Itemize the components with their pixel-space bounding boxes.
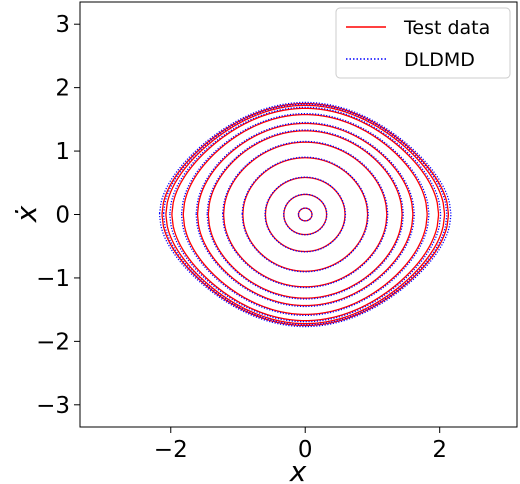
test-data-orbit-9 — [165, 104, 446, 325]
dldmd-orbit-7 — [180, 112, 430, 317]
legend-label-dldmd: DLDMD — [404, 49, 475, 71]
legend-label-test-data: Test data — [403, 17, 490, 39]
dldmd-orbit-10 — [158, 101, 452, 328]
y-axis-label: ẋ — [10, 205, 43, 223]
y-tick-label: 1 — [55, 139, 70, 165]
y-tick-label: −2 — [36, 329, 70, 355]
legend-box — [335, 7, 511, 79]
dldmd-orbit-3 — [241, 156, 369, 273]
test-data-orbit-8 — [171, 107, 440, 322]
dldmd-orbit-9 — [163, 103, 448, 326]
y-tick-label: 0 — [55, 203, 70, 229]
legend: Test data DLDMD — [335, 7, 511, 79]
x-tick-label: 2 — [432, 437, 447, 463]
orbit-curves — [158, 101, 452, 328]
test-data-orbit-5 — [207, 130, 403, 299]
dldmd-orbit-8 — [169, 106, 442, 323]
test-data-orbit-4 — [223, 141, 388, 288]
x-tick-label: −2 — [154, 437, 188, 463]
test-data-orbit-10 — [161, 102, 450, 327]
y-axis-ticks: −3 −2 −1 0 1 2 3 — [36, 12, 80, 419]
test-data-orbit-2 — [264, 176, 346, 253]
x-axis-label: x — [289, 455, 307, 484]
y-tick-label: 3 — [55, 12, 70, 38]
y-tick-label: 2 — [55, 76, 70, 102]
dldmd-orbit-1 — [283, 193, 328, 236]
dldmd-orbit-0 — [297, 207, 313, 222]
x-tick-label: 0 — [298, 437, 313, 463]
test-data-orbit-7 — [182, 113, 428, 316]
dldmd-orbit-4 — [222, 140, 389, 289]
dldmd-orbit-6 — [195, 121, 415, 308]
y-tick-label: −1 — [36, 266, 70, 292]
x-axis-ticks: −2 0 2 — [154, 427, 447, 463]
test-data-orbit-6 — [196, 122, 414, 307]
dldmd-orbit-5 — [206, 129, 404, 300]
y-tick-label: −3 — [36, 393, 70, 419]
